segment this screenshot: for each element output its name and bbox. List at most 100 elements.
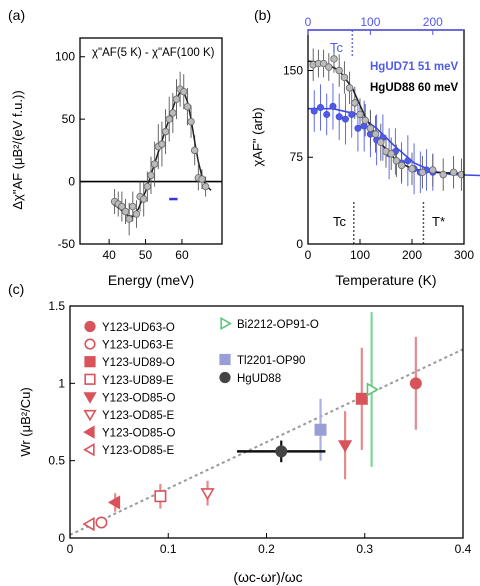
panel-c-xtick-label: 0.1 xyxy=(160,542,177,556)
panel-a-point xyxy=(183,102,192,111)
panel-a-point xyxy=(129,202,137,211)
panel-b-point-gray xyxy=(371,130,380,138)
panel-b-ylabel: χAF" (arb) xyxy=(250,107,265,166)
panel-b-point-gray xyxy=(366,124,375,133)
panel-b-point-blue xyxy=(335,113,343,121)
panel-c-legend-label: Y123-UD63-O xyxy=(102,322,175,334)
panel-c-xtick-label: 0.3 xyxy=(356,542,373,556)
panel-c-xlabel: (ωc-ωr)/ωc xyxy=(233,569,302,585)
panel-b-point-blue xyxy=(310,107,318,115)
panel-c-legend-label: Y123-OD85-O xyxy=(102,428,176,440)
panel-c-legend-marker xyxy=(219,371,231,384)
panel-a-plot xyxy=(80,71,222,236)
panel-a-xtick-label: 40 xyxy=(102,248,116,262)
panel-c-point xyxy=(366,382,379,397)
panel-c-ytick-label: 1 xyxy=(58,376,65,390)
panel-b-label: (b) xyxy=(254,7,271,23)
panel-b-point-blue xyxy=(323,110,331,118)
panel-c-xtick-label: 0 xyxy=(67,542,74,556)
panel-a-point xyxy=(201,182,210,191)
panel-b-point-blue xyxy=(341,115,349,123)
panel-b-point-gray xyxy=(377,138,385,146)
panel-b-point-gray xyxy=(439,170,447,179)
panel-b-point-gray xyxy=(387,150,395,158)
panel-b-xtick-label: 100 xyxy=(350,248,370,262)
panel-c-plot xyxy=(69,312,464,536)
panel-c-legend-marker xyxy=(83,443,95,457)
panel-a-point xyxy=(190,146,199,155)
panel-b-point-gray xyxy=(330,55,338,63)
panel-c-legend-label: Y123-OD85-E xyxy=(102,445,175,457)
panel-c-axes: 0 0.1 0.2 0.3 0.4 0 0.5 1 1.5 xyxy=(48,299,471,556)
panel-b-xtick-label: 300 xyxy=(454,248,474,262)
panel-a-ytick-label: -50 xyxy=(58,237,76,251)
panel-a-xtick-label: 50 xyxy=(139,248,153,262)
panel-a-label: (a) xyxy=(8,7,25,23)
panel-c-legend-marker xyxy=(84,356,96,368)
panel-b-xlabel: Temperature (K) xyxy=(335,272,436,288)
panel-c-legend-marker xyxy=(220,316,232,331)
panel-a-ytick-label: 100 xyxy=(55,50,75,64)
panel-a-ytick-label: 0 xyxy=(68,175,75,189)
legend-b-series-2: HgUD88 60 meV xyxy=(370,82,459,94)
panel-b-point-blue xyxy=(316,104,324,112)
panel-b-point-gray xyxy=(356,110,364,119)
panel-a-point xyxy=(143,182,152,191)
panel-c-legend-marker xyxy=(219,353,231,366)
panel-b-point-gray xyxy=(345,84,354,92)
panel-c-legend-marker xyxy=(84,338,96,350)
panel-a-annotation: χ"AF(5 K) - χ"AF(100 K) xyxy=(92,47,215,59)
panel-b-point-gray xyxy=(319,59,328,68)
panel-c-trend-line xyxy=(69,348,464,536)
panel-b-top-xtick-label: 100 xyxy=(360,15,380,29)
panel-b-point-gray xyxy=(408,165,416,173)
panel-b-point-gray xyxy=(397,161,406,170)
panel-c-legend-marker xyxy=(84,373,96,385)
panel-c-legend-label: Y123-UD89-E xyxy=(102,375,174,387)
panel-b-point-blue xyxy=(354,124,362,132)
panel-a-axes: 40 50 60 -50 0 50 100 xyxy=(55,50,189,262)
panel-b-point-gray xyxy=(457,170,466,179)
panel-b: (b) 0 100 200 300 0 75 150 0 100 200 HgUD71 51 me… xyxy=(250,7,480,288)
panel-c-legend-label: Y123-UD63-E xyxy=(102,340,174,352)
panel-b-point-gray xyxy=(449,168,458,176)
panel-a-frame xyxy=(79,37,223,245)
panel-c-point xyxy=(337,440,353,453)
panel-a-point xyxy=(158,140,166,148)
panel-c-point xyxy=(314,423,327,436)
legend-b-series-1: HgUD71 51 meV xyxy=(370,61,459,73)
panel-a-point xyxy=(118,202,126,211)
panel-c-legend-label: Y123-OD85-E xyxy=(102,410,175,422)
panel-b-top-xtick-label: 200 xyxy=(423,15,443,29)
panel-a-point xyxy=(198,175,206,183)
panel-a-point xyxy=(187,117,195,126)
panel-b-ytick-label: 75 xyxy=(290,150,304,164)
panel-b-point-blue xyxy=(329,102,337,110)
panel-b-plot xyxy=(307,30,480,244)
panel-b-point-gray xyxy=(361,116,369,124)
panel-b-point-gray xyxy=(418,168,427,176)
panel-c-ytick-label: 1.5 xyxy=(48,299,65,313)
panel-a-point xyxy=(180,87,188,96)
panel-c-ylabel: Wr (μB²/Cu) xyxy=(18,387,33,456)
panel-a-point xyxy=(161,127,170,136)
panel-a-fit-line xyxy=(112,90,212,218)
panel-b-ytick-label: 150 xyxy=(283,63,303,77)
panel-a-ylabel: Δχ"AF (μB²/(eV f.u.)) xyxy=(10,90,25,209)
panel-b-point-gray xyxy=(429,166,437,174)
panel-c-legend-marker xyxy=(83,392,97,404)
panel-c-legend-marker xyxy=(84,320,96,333)
panel-a-point xyxy=(147,171,155,180)
panel-c-legend-label: HgUD88 xyxy=(237,373,281,385)
panel-a-ytick-label: 50 xyxy=(62,112,76,126)
panel-b-tc-top-label: Tc xyxy=(330,40,344,55)
panel-b-top-xtick-label: 0 xyxy=(305,15,312,29)
panel-b-tstar-label: T* xyxy=(432,214,445,229)
panel-b-xtick-label: 200 xyxy=(402,248,422,262)
panel-b-legend: HgUD71 51 meV HgUD88 60 meV xyxy=(370,61,459,94)
panel-a-point xyxy=(165,115,173,123)
panel-c-legend-label: Y123-OD85-O xyxy=(102,392,176,404)
panel-b-tc-bottom-label: Tc xyxy=(333,214,347,229)
panel-a-xtick-label: 60 xyxy=(175,248,189,262)
panel-b-point-blue xyxy=(348,110,356,118)
